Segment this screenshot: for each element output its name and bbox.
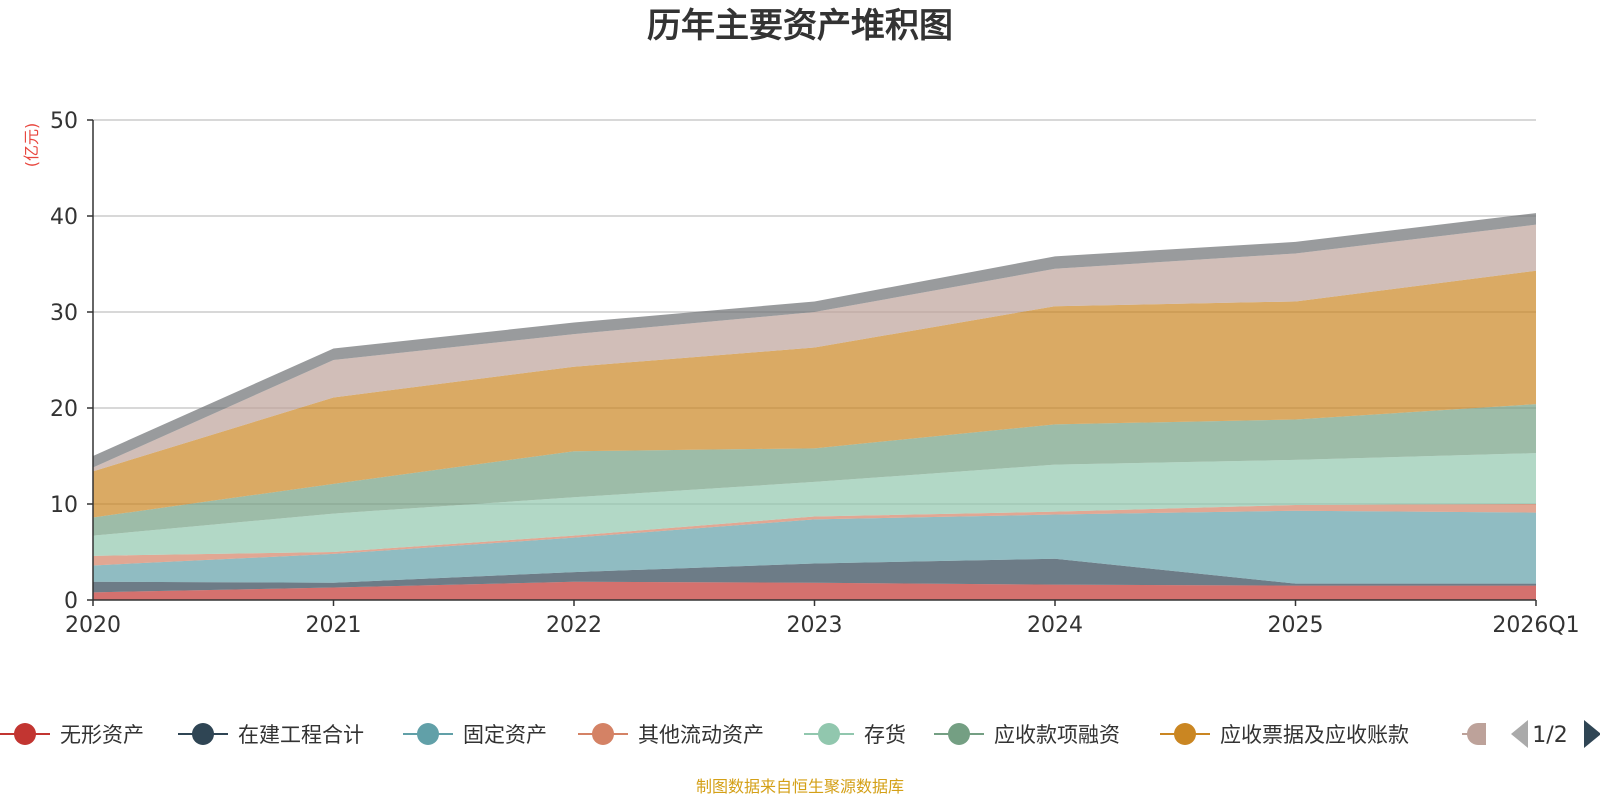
- legend-item-其他流动资产[interactable]: 其他流动资产: [578, 723, 764, 747]
- area-series-应收款项融资: [93, 404, 1536, 536]
- area-series-在建工程合计: [93, 558, 1536, 593]
- legend-label: 在建工程合计: [238, 723, 364, 747]
- legend-item-应收款项融资[interactable]: 应收款项融资: [934, 723, 1120, 747]
- legend-next-page-icon[interactable]: [1584, 720, 1600, 748]
- y-tick-label: 30: [50, 301, 78, 326]
- y-tick-label: 0: [64, 589, 78, 614]
- legend-item-无形资产[interactable]: 无形资产: [0, 723, 144, 747]
- x-tick-label: 2025: [1268, 613, 1324, 638]
- legend-marker: [192, 723, 214, 745]
- x-tick-label: 2020: [65, 613, 121, 638]
- legend-marker: [818, 723, 840, 745]
- legend-item-应收票据及应收账款[interactable]: 应收票据及应收账款: [1160, 723, 1409, 747]
- area-series-货币资金: [93, 224, 1536, 472]
- legend-label: 存货: [864, 723, 906, 747]
- x-axis-ticks: 2020 2021 2022 2023 2024 2025 2026Q1: [65, 600, 1580, 638]
- legend-label: 应收款项融资: [994, 723, 1120, 747]
- legend-label: 其他流动资产: [638, 723, 764, 747]
- legend-marker: [948, 723, 970, 745]
- area-series-无形资产: [93, 581, 1536, 600]
- legend-marker: [1174, 723, 1196, 745]
- y-axis-ticks: 0 10 20 30 40 50: [50, 109, 93, 614]
- y-axis-unit-label: (亿元): [22, 123, 41, 168]
- legend-pager[interactable]: 1/2: [1511, 720, 1600, 748]
- data-source-note: 制图数据来自恒生聚源数据库: [696, 777, 904, 796]
- legend-page-indicator: 1/2: [1532, 723, 1567, 748]
- legend-label: 固定资产: [463, 723, 547, 747]
- legend-item-partial[interactable]: [1462, 723, 1486, 745]
- x-tick-label: 2022: [546, 613, 602, 638]
- x-tick-label: 2021: [306, 613, 362, 638]
- legend-marker: [592, 723, 614, 745]
- legend-item-存货[interactable]: 存货: [804, 723, 906, 747]
- legend-marker: [14, 723, 36, 745]
- legend-label: 无形资产: [60, 723, 144, 747]
- area-series-存货: [93, 453, 1536, 556]
- area-series-group: [93, 213, 1536, 600]
- area-series-应收票据及应收账款: [93, 270, 1536, 518]
- x-tick-label: 2023: [787, 613, 843, 638]
- legend-label: 应收票据及应收账款: [1220, 723, 1409, 747]
- y-tick-label: 10: [50, 493, 78, 518]
- area-series-其他: [93, 213, 1536, 468]
- x-tick-label: 2026Q1: [1492, 613, 1579, 638]
- x-tick-label: 2024: [1027, 613, 1083, 638]
- y-tick-label: 40: [50, 205, 78, 230]
- legend-prev-page-icon[interactable]: [1511, 720, 1528, 748]
- legend-marker: [417, 723, 439, 745]
- area-series-固定资产: [93, 510, 1536, 584]
- legend-marker: [1467, 723, 1486, 745]
- y-tick-label: 50: [50, 109, 78, 134]
- chart-title: 历年主要资产堆积图: [647, 6, 953, 46]
- legend-item-固定资产[interactable]: 固定资产: [403, 723, 547, 747]
- legend[interactable]: 无形资产 在建工程合计 固定资产 其他流动资产 存货 应收款项融资 应收票据及应收账款: [0, 723, 1486, 747]
- area-series-其他流动资产: [93, 504, 1536, 566]
- legend-item-在建工程合计[interactable]: 在建工程合计: [178, 723, 364, 747]
- y-tick-label: 20: [50, 397, 78, 422]
